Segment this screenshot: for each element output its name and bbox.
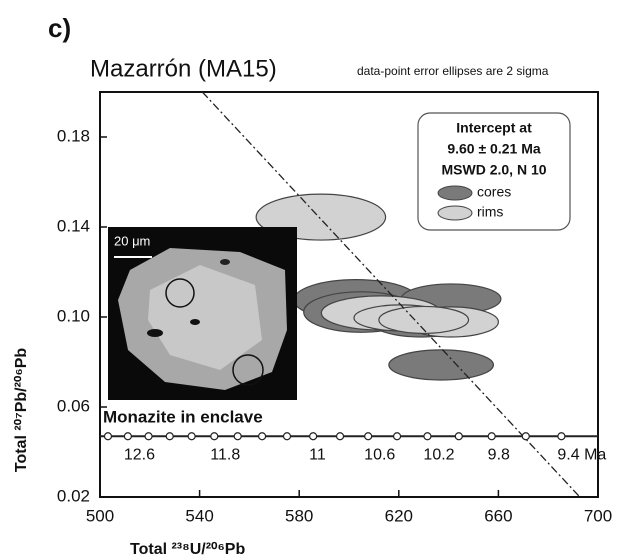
concordia-age-label: 10.2 [423,446,454,463]
x-axis-label: Total ²³⁸U/²⁰⁶Pb [130,541,245,558]
y-tick-label: 0.06 [57,396,90,415]
concordia-age-point [211,433,218,440]
panel-label: c) [48,13,71,43]
y-axis-label: Total ²⁰⁷Pb/²⁰⁶Pb [13,348,30,472]
concordia-age-point [558,433,565,440]
concordia-age-point [283,433,290,440]
legend-swatch [438,206,472,220]
concordia-age-point [310,433,317,440]
x-tick-label: 500 [86,506,114,525]
legend-title: 9.60 ± 0.21 Ma [447,141,541,157]
concordia-age-point [394,433,401,440]
error-ellipse [389,350,494,380]
legend-title: Intercept at [456,120,532,136]
concordia-age-point [145,433,152,440]
concordia-age-label: 10.6 [364,446,395,463]
concordia-age-point [234,433,241,440]
legend-title: MSWD 2.0, N 10 [441,162,546,178]
y-tick-label: 0.02 [57,486,90,505]
inset-image: 20 μm [108,227,297,400]
inset-caption: Monazite in enclave [103,407,263,426]
concordia-age-point [259,433,266,440]
legend-label: cores [477,184,511,200]
concordia-age-label: 12.6 [124,446,155,463]
y-tick-label: 0.10 [57,306,90,325]
legend-label: rims [477,204,503,220]
x-tick-label: 620 [385,506,413,525]
concordia-age-point [188,433,195,440]
concordia-age-point [488,433,495,440]
x-tick-label: 580 [285,506,313,525]
concordia-age-point [424,433,431,440]
concordia-age-point [522,433,529,440]
chart: c) Mazarrón (MA15) data-point error elli… [0,0,619,560]
concordia-age-point [365,433,372,440]
y-tick-label: 0.14 [57,216,90,235]
concordia-age-label: 9.8 [488,446,510,463]
y-tick-label: 0.18 [57,126,90,145]
x-tick-label: 540 [185,506,213,525]
concordia-age-point [124,433,131,440]
concordia-age-point [104,433,111,440]
concordia-age-point [337,433,344,440]
chart-title: Mazarrón (MA15) [90,55,277,82]
concordia-age-label: 11 [309,446,326,463]
x-tick-label: 660 [484,506,512,525]
concordia-age-point [166,433,173,440]
concordia-age-label: 9.4 Ma [557,446,606,463]
scale-bar-label: 20 μm [114,233,150,248]
legend-swatch [438,186,472,200]
concordia-age-label: 11.8 [210,446,240,463]
x-tick-label: 700 [584,506,612,525]
concordia-age-point [455,433,462,440]
chart-subtitle: data-point error ellipses are 2 sigma [357,64,549,78]
